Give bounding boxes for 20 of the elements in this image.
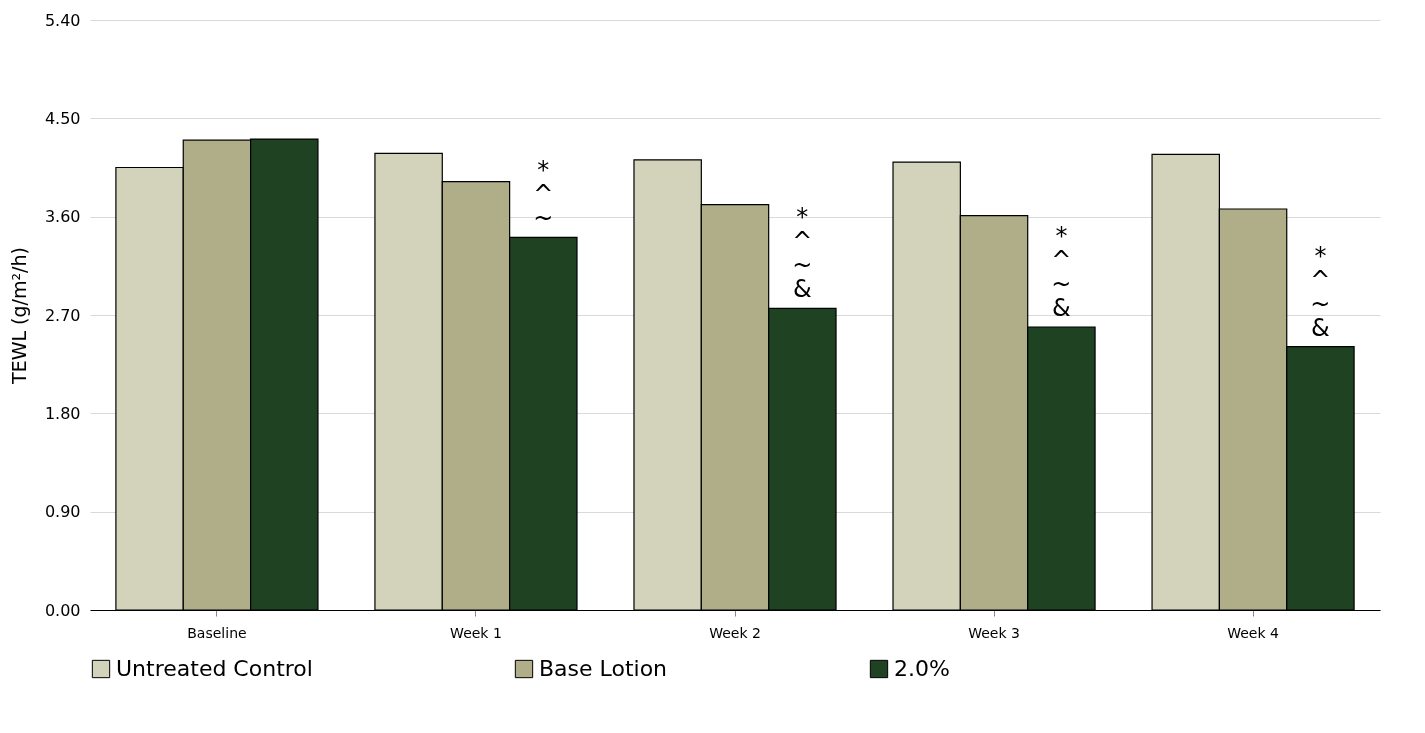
x-tick-label: Week 2 — [709, 624, 761, 641]
y-tick-label: 4.50 — [44, 108, 81, 128]
y-tick-label: 3.60 — [44, 207, 81, 227]
data-label: * ^ ~ & — [792, 203, 813, 304]
x-tick-label: Week 4 — [1227, 624, 1280, 641]
x-tick-label: Week 3 — [968, 624, 1020, 641]
y-tick-label: 0.90 — [44, 502, 81, 522]
y-tick-label: 1.80 — [44, 403, 81, 423]
x-tick-label: Baseline — [187, 624, 247, 641]
legend-label: 2.0% — [894, 656, 950, 681]
data-label: * ^ ~ — [533, 156, 554, 233]
data-label: * ^ ~ & — [1051, 222, 1072, 323]
y-axis-title: TEWL (g/m²/h) — [7, 247, 30, 385]
y-tick-label: 0.00 — [44, 600, 81, 620]
y-tick-label: 2.70 — [44, 305, 81, 325]
data-label: * ^ ~ & — [1310, 241, 1331, 342]
x-tick-label: Week 1 — [450, 624, 502, 641]
y-tick-label: 5.40 — [44, 10, 81, 30]
legend-label: Untreated Control — [116, 656, 313, 681]
legend-label: Base Lotion — [539, 656, 668, 681]
